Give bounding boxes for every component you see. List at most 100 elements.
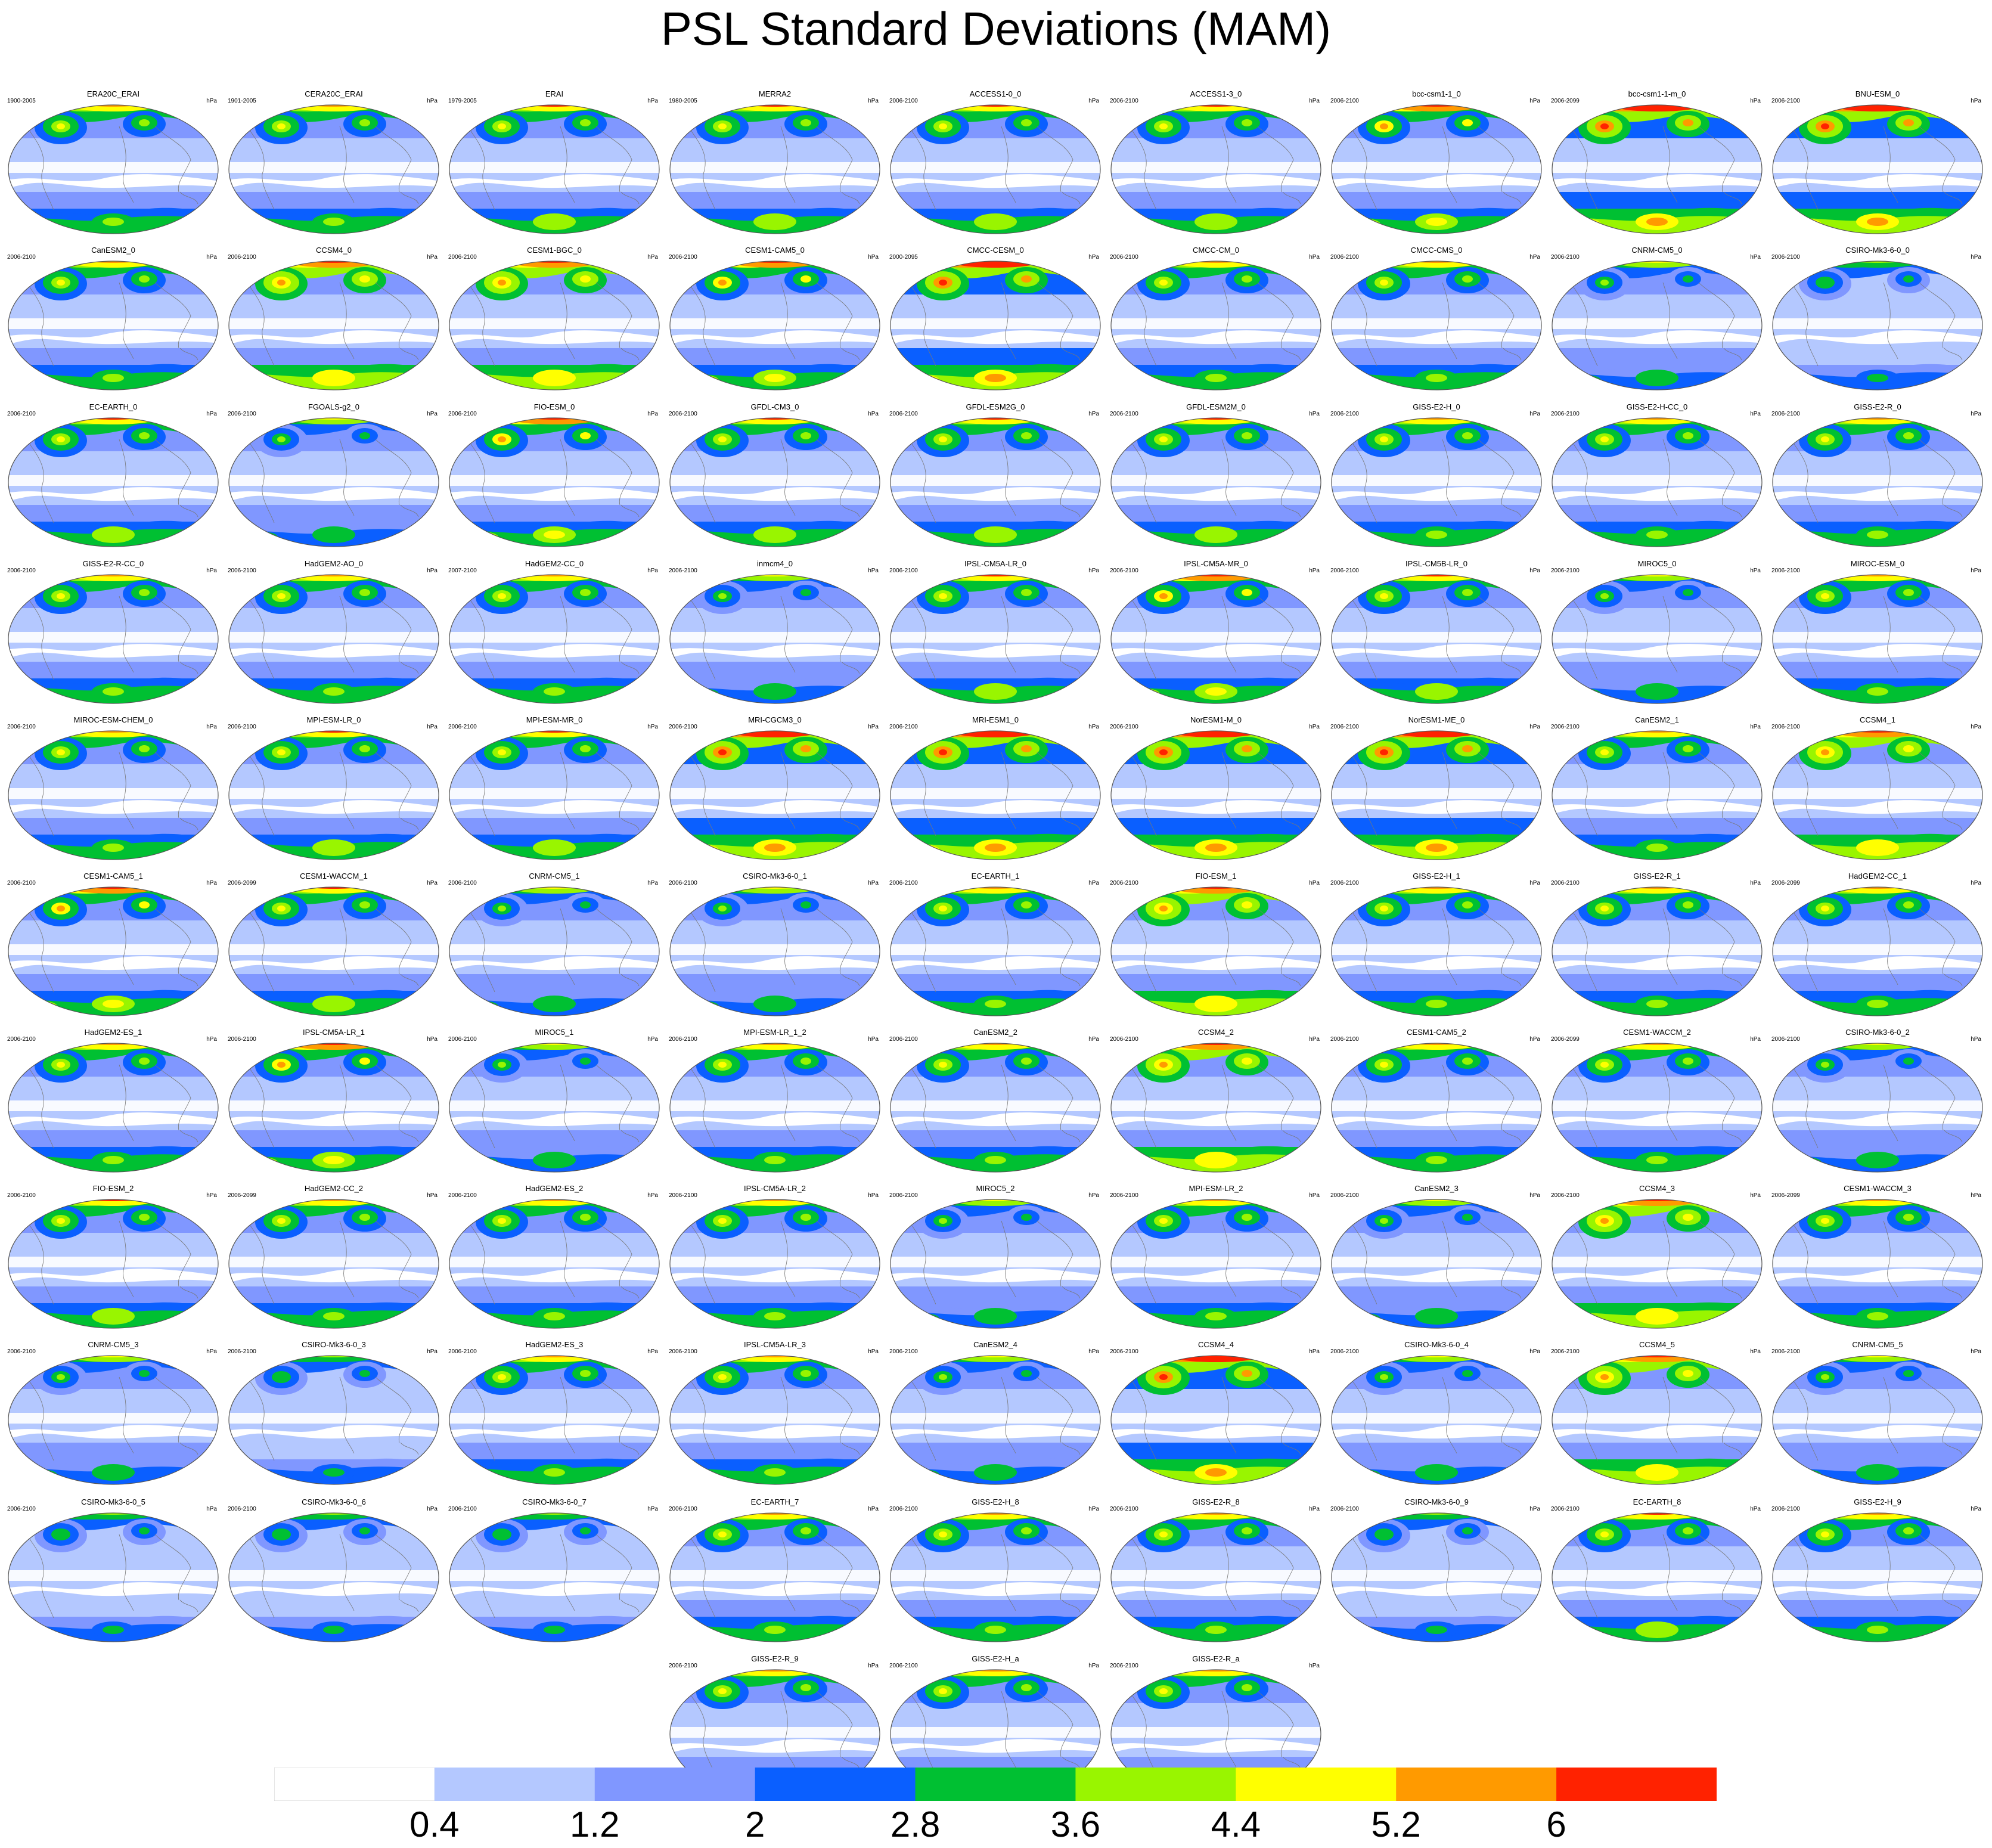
map-panel: CSIRO-Mk3-6-0_0 2006-2100 hPa (1770, 246, 1985, 392)
map-plot (8, 1199, 219, 1329)
map-plot (228, 574, 439, 704)
panel-years: 2006-2100 (448, 411, 477, 417)
map-plot (669, 1355, 880, 1485)
panel-units: hPa (1088, 1192, 1099, 1199)
panel-units: hPa (1309, 411, 1320, 417)
panel-units: hPa (1309, 1036, 1320, 1043)
map-panel: GISS-E2-H_9 2006-2100 hPa (1770, 1497, 1985, 1644)
map-panel: CESM1-WACCM_2 2006-2099 hPa (1550, 1028, 1764, 1174)
panel-title: CanESM2_2 (973, 1028, 1017, 1037)
panel-title: GISS-E2-R_0 (1854, 402, 1901, 411)
map-panel: CESM1-CAM5_2 2006-2100 hPa (1329, 1028, 1544, 1174)
panel-units: hPa (868, 1348, 879, 1355)
panel-years: 2006-2100 (448, 1192, 477, 1199)
map-plot (8, 886, 219, 1016)
panel-title: HadGEM2-AO_0 (304, 559, 364, 568)
map-plot (669, 1043, 880, 1173)
map-panel: MRI-CGCM3_0 2006-2100 hPa (668, 715, 882, 862)
panel-years: 2006-2100 (889, 411, 918, 417)
panel-years: 2006-2100 (669, 1348, 697, 1355)
panel-units: hPa (647, 411, 658, 417)
panel-years: 2006-2100 (448, 724, 477, 730)
map-panel: CSIRO-Mk3-6-0_1 2006-2100 hPa (668, 872, 882, 1018)
colorbar-swatch (1556, 1768, 1717, 1801)
map-panel: ERAI 1979-2005 hPa (447, 89, 662, 236)
panel-title: CSIRO-Mk3-6-0_7 (522, 1497, 587, 1506)
map-panel: CCSM4_4 2006-2100 hPa (1109, 1340, 1323, 1487)
panel-title: GISS-E2-R_8 (1192, 1497, 1240, 1506)
map-panel: MPI-ESM-MR_0 2006-2100 hPa (447, 715, 662, 862)
panel-title: HadGEM2-CC_2 (304, 1184, 364, 1193)
panel-years: 2006-2100 (1551, 724, 1580, 730)
panel-title: CERA20C_ERAI (305, 89, 363, 98)
panel-units: hPa (1088, 411, 1099, 417)
panel-units: hPa (1750, 880, 1761, 886)
panel-units: hPa (206, 880, 217, 886)
panel-units: hPa (1529, 1192, 1540, 1199)
map-panel: bcc-csm1-1_0 2006-2100 hPa (1329, 89, 1544, 236)
panel-units: hPa (206, 98, 217, 104)
panel-units: hPa (1971, 254, 1981, 261)
panel-years: 2006-2100 (1771, 254, 1800, 261)
panel-title: MIROC-ESM_0 (1850, 559, 1905, 568)
panel-years: 2006-2100 (1110, 1036, 1138, 1043)
map-panel: GISS-E2-R_0 2006-2100 hPa (1770, 402, 1985, 549)
map-panel: CCSM4_0 2006-2100 hPa (226, 246, 441, 392)
panel-units: hPa (647, 724, 658, 730)
map-panel: MIROC5_0 2006-2100 hPa (1550, 559, 1764, 706)
panel-units: hPa (868, 724, 879, 730)
map-panel: CNRM-CM5_1 2006-2100 hPa (447, 872, 662, 1018)
panel-title: MPI-ESM-LR_2 (1189, 1184, 1243, 1193)
panel-units: hPa (1750, 411, 1761, 417)
panel-title: CNRM-CM5_0 (1631, 246, 1683, 255)
panel-years: 2006-2100 (448, 254, 477, 261)
map-plot (1331, 1355, 1542, 1485)
panel-units: hPa (1529, 568, 1540, 574)
panel-units: hPa (1309, 1348, 1320, 1355)
panel-units: hPa (1971, 880, 1981, 886)
panel-units: hPa (427, 1348, 438, 1355)
panel-units: hPa (1971, 1036, 1981, 1043)
map-panel: FIO-ESM_2 2006-2100 hPa (6, 1184, 221, 1331)
map-panel: ACCESS1-3_0 2006-2100 hPa (1109, 89, 1323, 236)
figure-title: PSL Standard Deviations (MAM) (660, 2, 1332, 55)
panel-units: hPa (1309, 880, 1320, 886)
panel-title: CNRM-CM5_1 (529, 872, 580, 880)
panel-units: hPa (868, 98, 879, 104)
panel-years: 2006-2100 (1771, 98, 1800, 104)
panel-years: 2006-2100 (669, 411, 697, 417)
panel-units: hPa (427, 1506, 438, 1512)
map-plot (890, 1199, 1101, 1329)
map-panel: CanESM2_3 2006-2100 hPa (1329, 1184, 1544, 1331)
panel-years: 1979-2005 (448, 98, 477, 104)
map-plot (890, 730, 1101, 860)
panel-title: HadGEM2-CC_1 (1848, 872, 1907, 880)
map-panel: HadGEM2-CC_1 2006-2099 hPa (1770, 872, 1985, 1018)
map-plot (228, 1355, 439, 1485)
panel-years: 2006-2100 (228, 411, 256, 417)
map-panel: bcc-csm1-1-m_0 2006-2099 hPa (1550, 89, 1764, 236)
map-panel: MPI-ESM-LR_2 2006-2100 hPa (1109, 1184, 1323, 1331)
map-panel: CanESM2_4 2006-2100 hPa (888, 1340, 1103, 1487)
panel-years: 2006-2100 (7, 1036, 36, 1043)
map-plot (1110, 104, 1321, 234)
map-panel: ERA20C_ERAI 1900-2005 hPa (6, 89, 221, 236)
panel-years: 1980-2005 (669, 98, 697, 104)
panel-title: MRI-CGCM3_0 (748, 715, 802, 724)
map-panel: MRI-ESM1_0 2006-2100 hPa (888, 715, 1103, 862)
map-panel: FIO-ESM_1 2006-2100 hPa (1109, 872, 1323, 1018)
panel-units: hPa (1750, 1348, 1761, 1355)
panel-units: hPa (1750, 1036, 1761, 1043)
panel-title: NorESM1-M_0 (1190, 715, 1242, 724)
panel-units: hPa (1088, 568, 1099, 574)
panel-units: hPa (206, 1348, 217, 1355)
map-plot (1331, 104, 1542, 234)
panel-years: 2006-2100 (228, 724, 256, 730)
panel-years: 2006-2100 (1110, 411, 1138, 417)
panel-units: hPa (206, 1192, 217, 1199)
panel-title: GISS-E2-H_1 (1413, 872, 1460, 880)
colorbar-swatch (1075, 1768, 1236, 1801)
panel-title: FGOALS-g2_0 (308, 402, 359, 411)
panel-units: hPa (1971, 1348, 1981, 1355)
panel-years: 2006-2100 (448, 1506, 477, 1512)
